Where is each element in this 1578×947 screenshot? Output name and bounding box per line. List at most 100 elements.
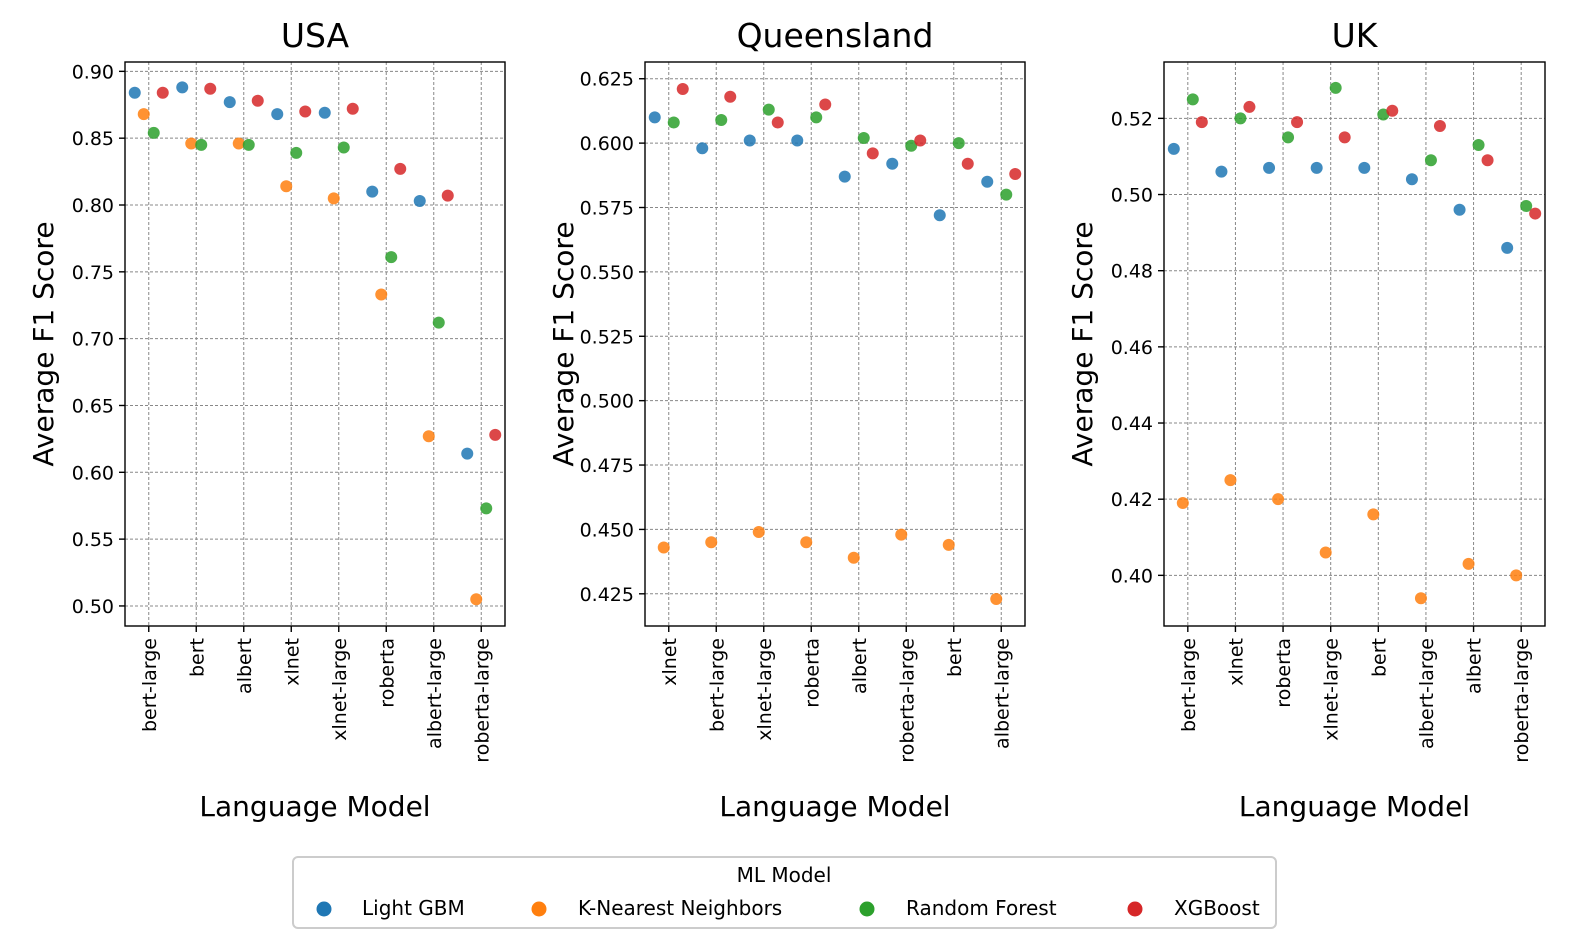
y-tick-label: 0.60 (72, 462, 114, 484)
point-k-nearest-neighbors-xlnet (1224, 474, 1237, 487)
x-tick-label: xlnet (281, 638, 303, 686)
point-light-gbm-albert-large (1405, 173, 1418, 186)
point-light-gbm-bert (1358, 161, 1371, 174)
y-tick-label: 0.46 (1111, 337, 1153, 359)
legend-label-xgboost: XGBoost (1174, 896, 1260, 920)
point-xgboost-roberta-large (1529, 207, 1542, 220)
point-random-forest-roberta (1282, 131, 1295, 144)
point-xgboost-bert (961, 157, 974, 170)
y-tick-label: 0.40 (1111, 565, 1153, 587)
point-k-nearest-neighbors-xlnet-large (752, 526, 765, 538)
point-light-gbm-bert-large (128, 86, 141, 99)
point-k-nearest-neighbors-albert-large (990, 592, 1003, 605)
point-random-forest-albert-large (1000, 188, 1013, 201)
y-tick-label: 0.425 (580, 584, 634, 606)
point-random-forest-bert-large (1186, 93, 1199, 106)
y-tick-label: 0.70 (72, 329, 114, 351)
point-xgboost-xlnet (1243, 100, 1256, 113)
legend: ML Model Light GBM K-Nearest Neighbors R… (292, 856, 1277, 929)
point-k-nearest-neighbors-xlnet-large (1319, 546, 1332, 559)
point-xgboost-bert-large (1195, 116, 1208, 129)
y-tick-label: 0.42 (1111, 489, 1153, 511)
x-tick-label: albert-large (991, 638, 1013, 749)
point-random-forest-xlnet (667, 116, 680, 129)
x-tick-label: albert (1464, 638, 1486, 694)
y-axis-label: Average F1 Score (547, 221, 580, 466)
point-light-gbm-xlnet-large (318, 106, 331, 119)
point-xgboost-albert-large (441, 189, 454, 202)
point-light-gbm-xlnet (1215, 165, 1228, 178)
axes-frame (124, 61, 506, 627)
legend-marker-k-nearest-neighbors (531, 901, 547, 917)
point-k-nearest-neighbors-roberta (375, 288, 388, 301)
point-k-nearest-neighbors-roberta-large (1510, 569, 1523, 582)
y-tick-label: 0.600 (580, 133, 634, 155)
point-k-nearest-neighbors-roberta-large (470, 593, 483, 606)
point-random-forest-albert-large (1424, 154, 1437, 167)
point-light-gbm-xlnet (271, 108, 284, 121)
point-xgboost-albert (1481, 154, 1494, 167)
point-k-nearest-neighbors-albert (232, 137, 245, 150)
point-light-gbm-xlnet-large (1310, 161, 1323, 174)
point-k-nearest-neighbors-bert (1367, 508, 1380, 521)
x-tick-label: roberta-large (896, 638, 918, 763)
point-light-gbm-albert (1453, 203, 1466, 216)
point-random-forest-roberta-large (1520, 199, 1533, 212)
x-tick-label: roberta (801, 638, 823, 708)
point-k-nearest-neighbors-albert (847, 551, 860, 564)
x-tick-label: roberta (1273, 638, 1295, 708)
point-k-nearest-neighbors-xlnet (657, 541, 670, 554)
point-k-nearest-neighbors-albert-large (1414, 592, 1427, 605)
x-tick-label: bert (944, 638, 966, 677)
x-tick-label: bert (186, 638, 208, 677)
point-xgboost-bert-large (724, 90, 737, 103)
x-tick-label: albert (234, 638, 256, 694)
point-xgboost-roberta-large (914, 134, 927, 147)
panel-usa: USA 0.50 0.55 0.60 0.65 0.70 0.75 0.80 0.85 0.90 b… (27, 16, 506, 823)
y-axis-label: Average F1 Score (1066, 221, 1099, 466)
point-k-nearest-neighbors-roberta-large (895, 528, 908, 541)
x-axis-label: Language Model (1239, 790, 1470, 823)
y-tick-label: 0.85 (72, 128, 114, 150)
point-k-nearest-neighbors-xlnet-large (327, 192, 340, 205)
x-tick-label: roberta-large (1511, 638, 1533, 763)
point-k-nearest-neighbors-albert-large (422, 430, 435, 443)
axes-frame (1163, 61, 1546, 627)
y-tick-label: 0.525 (580, 326, 634, 348)
point-xgboost-xlnet-large (346, 102, 359, 115)
point-k-nearest-neighbors-albert (1462, 557, 1475, 570)
x-tick-label: xlnet-large (1321, 638, 1343, 741)
point-random-forest-bert (195, 138, 208, 151)
point-random-forest-bert-large (715, 113, 728, 126)
x-tick-label: bert-large (1178, 638, 1200, 732)
point-random-forest-xlnet-large (762, 103, 775, 116)
point-light-gbm-bert (933, 209, 946, 222)
point-xgboost-roberta-large (489, 428, 502, 441)
point-light-gbm-albert-large (981, 175, 994, 188)
point-random-forest-albert (857, 131, 870, 144)
legend-label-light-gbm: Light GBM (362, 896, 465, 920)
point-xgboost-albert (251, 94, 264, 107)
y-tick-label: 0.450 (580, 519, 634, 541)
point-random-forest-roberta (810, 111, 823, 124)
point-light-gbm-bert-large (696, 142, 709, 155)
legend-label-k-nearest-neighbors: K-Nearest Neighbors (578, 896, 782, 920)
y-tick-label: 0.52 (1111, 108, 1153, 130)
y-tick-label: 0.80 (72, 195, 114, 217)
point-xgboost-roberta (819, 98, 832, 111)
y-tick-label: 0.75 (72, 262, 114, 284)
x-tick-label: bert-large (139, 638, 161, 732)
legend-label-random-forest: Random Forest (906, 896, 1057, 920)
y-tick-label: 0.575 (580, 198, 634, 220)
y-tick-label: 0.90 (72, 61, 114, 83)
y-tick-label: 0.475 (580, 455, 634, 477)
y-tick-label: 0.48 (1111, 261, 1153, 283)
point-random-forest-roberta-large (905, 139, 918, 152)
point-random-forest-albert (1472, 139, 1485, 152)
point-k-nearest-neighbors-bert-large (137, 108, 150, 121)
point-light-gbm-roberta (1263, 161, 1276, 174)
point-light-gbm-roberta-large (461, 447, 474, 460)
y-tick-label: 0.65 (72, 395, 114, 417)
point-xgboost-albert-large (1009, 168, 1022, 181)
panel-queensland: Queensland 0.425 0.450 0.475 0.500 0.525 0.550… (547, 16, 1026, 823)
